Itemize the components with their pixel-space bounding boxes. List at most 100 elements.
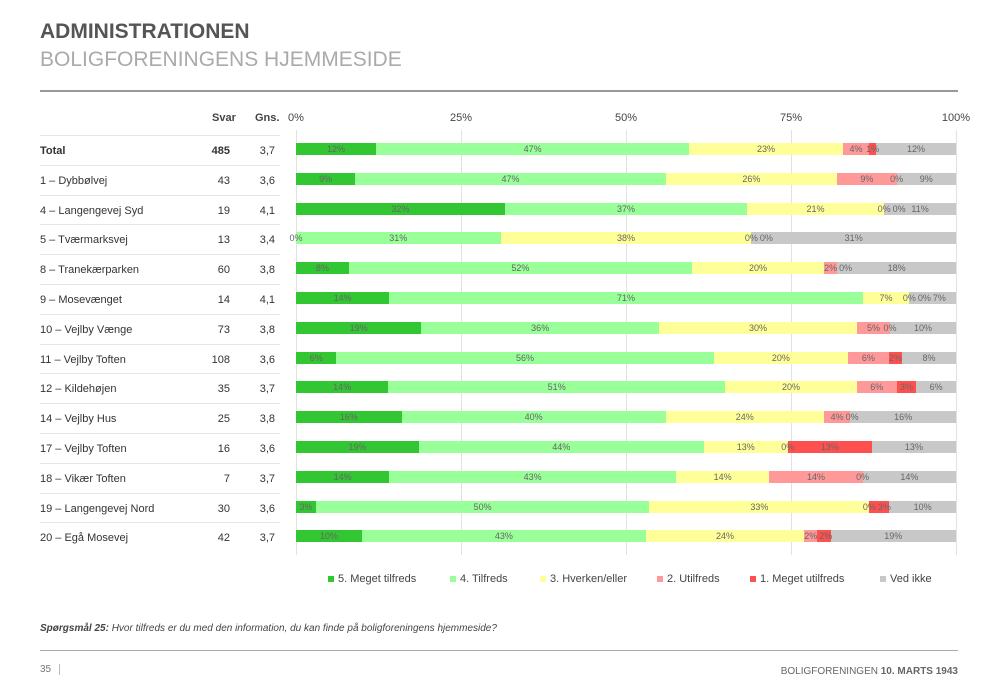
bar-segment: [296, 143, 376, 155]
table-row: 11 – Vejlby Toften 108 3,6: [40, 343, 280, 374]
data-label: 19%: [348, 442, 367, 452]
data-label: 6%: [861, 352, 875, 363]
row-label: Total: [40, 145, 66, 157]
bar-segment: [296, 232, 501, 245]
table-row: 5 – Tværmarksvej 13 3,4: [40, 224, 280, 254]
data-label: 24%: [735, 412, 754, 423]
table-row: Total 485 3,7: [40, 135, 280, 165]
bar-segment: [649, 500, 870, 513]
legend-item: 3. Hverken/eller: [540, 573, 627, 585]
bar-segment: [876, 143, 956, 155]
bar-segment: [296, 262, 349, 275]
bar-segment: [909, 292, 956, 304]
data-label: 4%: [849, 144, 863, 154]
data-label: 0%: [877, 203, 891, 214]
data-label: 3%: [899, 382, 914, 393]
page-subtitle: BOLIGFORENINGENS HJEMMESIDE: [40, 48, 402, 71]
data-label: 2%: [819, 531, 833, 542]
data-label: 56%: [515, 352, 534, 363]
bar-segment: [296, 172, 356, 185]
bar-segment: [421, 321, 659, 334]
bar-segment: [296, 351, 337, 364]
data-label: 1%: [866, 144, 880, 154]
bar-segment: [296, 202, 506, 215]
data-label: 40%: [524, 412, 543, 423]
data-label: 33%: [750, 501, 769, 512]
bar-segment: [896, 381, 917, 394]
data-label: 2%: [804, 531, 818, 542]
bar-segment: [869, 500, 890, 513]
table-row: 4 – Langengevej Syd 19 4,1: [40, 194, 280, 225]
legend-swatch: [750, 576, 756, 583]
table-row: 8 – Tranekærparken 60 3,8: [40, 254, 280, 284]
data-label: 0%: [902, 293, 916, 303]
data-label: 30%: [748, 322, 768, 333]
row-gns: 3,6: [259, 502, 275, 515]
data-label: 12%: [906, 144, 926, 154]
question-label: Spørgsmål 25:: [40, 623, 109, 634]
row-gns: 3,6: [259, 353, 275, 366]
table-row: 14 – Vejlby Hus 25 3,8: [40, 403, 280, 433]
data-label: 13%: [736, 442, 755, 452]
data-label: 6%: [309, 352, 323, 363]
bar-segment: [857, 321, 890, 334]
bar-segment: [824, 262, 838, 275]
gridline: [296, 130, 297, 555]
bar-segment: [837, 172, 897, 185]
row-gns: 3,7: [259, 532, 275, 545]
row-gns: 3,4: [259, 234, 275, 247]
footer-date: 10. MARTS 1943: [880, 666, 958, 677]
table-row: 20 – Egå Mosevej 42 3,7: [40, 522, 280, 552]
data-label: 14%: [806, 471, 826, 482]
data-label: 11%: [911, 203, 929, 214]
row-svar: 43: [217, 174, 230, 187]
bar-segment: [645, 530, 805, 543]
data-label: 13%: [820, 442, 839, 452]
legend-item: 5. Meget tilfreds: [328, 573, 416, 585]
legend-swatch: [657, 576, 663, 583]
bar-segment: [376, 143, 690, 155]
data-label: 12%: [326, 144, 346, 154]
row-svar: 25: [217, 413, 230, 426]
data-label: 0%: [781, 442, 795, 452]
bar-segment: [787, 441, 872, 453]
bar-segment: [676, 470, 770, 483]
data-label: 44%: [552, 442, 571, 452]
bar-segment: [362, 530, 646, 543]
bar-segment: [769, 470, 863, 483]
x-tick-label: 75%: [779, 112, 803, 124]
bar-segment: [725, 381, 857, 394]
bar-segment: [418, 441, 704, 453]
data-label: 0%: [845, 412, 859, 423]
data-label: 20%: [771, 352, 790, 363]
data-label: 2%: [824, 263, 838, 274]
bar-segment: [505, 202, 747, 215]
footer-text: BOLIGFORENINGEN 10. MARTS 1943: [781, 666, 958, 677]
row-gns: 3,8: [259, 264, 275, 277]
legend-swatch: [328, 576, 334, 583]
row-label: 10 – Vejlby Vænge: [40, 323, 133, 336]
bar-segment: [665, 411, 824, 424]
row-label: 17 – Vejlby Toften: [40, 443, 127, 455]
table-row: 18 – Vikær Toften 7 3,7: [40, 462, 280, 493]
row-label: 8 – Tranekærparken: [40, 264, 140, 277]
row-gns: 3,6: [259, 443, 275, 455]
data-label: 3%: [299, 501, 313, 512]
bar-segment: [817, 530, 831, 543]
data-label: 43%: [494, 531, 513, 542]
data-label: 10%: [913, 501, 932, 512]
data-label: 14%: [713, 471, 732, 482]
row-label: 1 – Dybbølvej: [40, 174, 108, 187]
bar-segment: [713, 351, 849, 364]
data-label: 16%: [339, 412, 358, 423]
footer-org: BOLIGFORENINGEN: [780, 666, 881, 677]
bar-segment: [902, 351, 956, 364]
question-body: Hvor tilfreds er du med den information,…: [108, 623, 497, 634]
x-tick-label: 0%: [288, 112, 304, 124]
bar-segment: [389, 470, 676, 483]
data-label: 2%: [888, 352, 902, 363]
bar-segment: [388, 381, 725, 394]
data-label: 19%: [884, 531, 903, 542]
row-label: 18 – Vikær Toften: [40, 472, 126, 485]
table-row: 9 – Mosevænget 14 4,1: [40, 284, 280, 314]
